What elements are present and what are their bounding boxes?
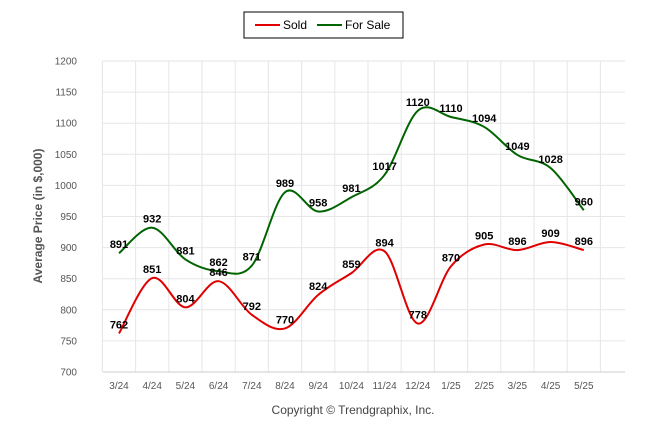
data-label-sold: 804	[176, 293, 195, 305]
y-tick-label: 800	[60, 305, 77, 316]
y-tick-label: 950	[60, 212, 77, 223]
y-tick-label: 1150	[55, 88, 77, 99]
data-label-sold: 762	[110, 319, 128, 331]
data-label-sold: 905	[475, 230, 493, 242]
data-label-for-sale: 862	[209, 257, 227, 269]
data-label-sold: 770	[276, 314, 294, 326]
y-tick-label: 1000	[55, 181, 78, 192]
series-line-sold	[118, 241, 585, 334]
y-tick-label: 900	[60, 243, 77, 254]
x-tick-label: 11/24	[372, 381, 397, 392]
data-label-for-sale: 881	[176, 245, 194, 257]
x-tick-label: 3/25	[508, 381, 528, 392]
data-label-for-sale: 871	[243, 252, 261, 264]
y-tick-label: 1050	[55, 150, 78, 161]
x-tick-label: 5/24	[176, 381, 196, 392]
x-tick-label: 3/24	[109, 381, 129, 392]
data-label-sold: 859	[342, 259, 360, 271]
series-lines	[118, 106, 585, 334]
data-label-for-sale: 932	[143, 214, 161, 226]
y-tick-label: 1100	[55, 119, 77, 130]
y-tick-label: 850	[60, 274, 77, 285]
gridlines	[101, 60, 625, 373]
x-tick-label: 4/24	[142, 381, 162, 392]
data-label-sold: 909	[541, 228, 559, 240]
x-tick-label: 7/24	[242, 381, 262, 392]
data-labels: 762 851 804 846 792 770 824 859 894 778 870 905 896 9…	[110, 97, 593, 332]
legend: Sold For Sale	[243, 11, 404, 39]
data-label-for-sale: 891	[110, 239, 128, 251]
copyright-footer: Copyright © Trendgraphix, Inc.	[272, 403, 435, 417]
data-label-sold: 846	[209, 267, 227, 279]
data-label-sold: 824	[309, 281, 328, 293]
data-label-for-sale: 1094	[472, 113, 497, 125]
series-line-for-sale	[118, 106, 585, 275]
data-label-sold: 894	[375, 237, 394, 249]
data-label-for-sale: 1017	[372, 161, 396, 173]
data-label-for-sale: 960	[575, 196, 593, 208]
data-label-for-sale: 958	[309, 198, 327, 210]
x-tick-label: 12/24	[405, 381, 430, 392]
x-tick-label: 10/24	[339, 381, 364, 392]
data-label-sold: 792	[243, 301, 261, 313]
x-tick-label: 8/24	[275, 381, 295, 392]
data-label-for-sale: 1049	[505, 141, 529, 153]
legend-label-for-sale: For Sale	[345, 18, 391, 32]
x-tick-label: 6/24	[209, 381, 229, 392]
data-label-sold: 870	[442, 252, 460, 264]
x-tick-label: 4/25	[541, 381, 561, 392]
y-tick-label: 700	[60, 368, 77, 379]
data-label-sold: 778	[409, 309, 427, 321]
y-tick-label: 750	[60, 336, 77, 347]
data-label-sold: 851	[143, 264, 161, 276]
data-label-for-sale: 1120	[406, 97, 430, 109]
data-label-for-sale: 1028	[538, 154, 562, 166]
axes: 700 750 800 850 900 950 1000 1050 1100 1150 1200 3/…	[55, 57, 625, 392]
data-label-sold: 896	[575, 236, 593, 248]
data-label-sold: 896	[508, 236, 526, 248]
data-label-for-sale: 989	[276, 178, 294, 190]
y-axis-label: Average Price (in $,000)	[31, 149, 45, 284]
x-tick-label: 9/24	[308, 381, 328, 392]
y-tick-label: 1200	[55, 57, 78, 68]
x-tick-label: 1/25	[441, 381, 461, 392]
x-tick-label: 5/25	[574, 381, 594, 392]
data-label-for-sale: 981	[342, 183, 360, 195]
data-label-for-sale: 1110	[439, 103, 462, 115]
x-tick-label: 2/25	[474, 381, 494, 392]
legend-label-sold: Sold	[283, 18, 307, 32]
